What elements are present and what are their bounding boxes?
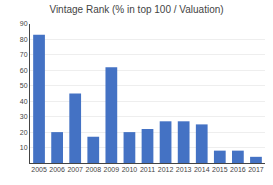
svg-text:2007: 2007 [67,166,83,173]
svg-text:Vintage Rank (% in top 100 / V: Vintage Rank (% in top 100 / Valuation) [49,4,223,15]
svg-text:2015: 2015 [212,166,228,173]
svg-text:10: 10 [20,144,28,151]
svg-text:60: 60 [20,67,28,74]
svg-text:2006: 2006 [49,166,65,173]
svg-text:40: 40 [20,98,28,105]
svg-text:50: 50 [20,82,28,89]
svg-text:80: 80 [20,36,28,43]
svg-text:2005: 2005 [31,166,47,173]
svg-text:2010: 2010 [122,166,138,173]
svg-text:2012: 2012 [158,166,174,173]
svg-text:2014: 2014 [194,166,210,173]
svg-text:2009: 2009 [104,166,120,173]
svg-text:2008: 2008 [85,166,101,173]
svg-text:2013: 2013 [176,166,192,173]
svg-text:2017: 2017 [248,166,264,173]
svg-text:70: 70 [20,51,28,58]
svg-text:30: 30 [20,113,28,120]
svg-text:90: 90 [20,20,28,27]
svg-text:20: 20 [20,129,28,136]
svg-text:2016: 2016 [230,166,246,173]
svg-text:2011: 2011 [140,166,155,173]
